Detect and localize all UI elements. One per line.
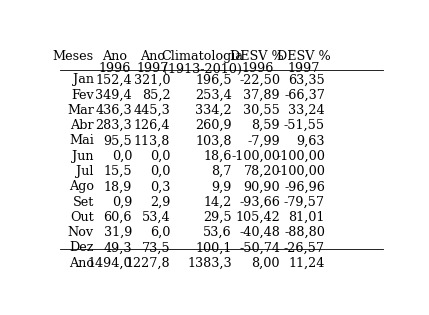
Text: Ano: Ano [69,257,94,270]
Text: 18,9: 18,9 [104,180,132,193]
Text: 196,5: 196,5 [195,73,232,86]
Text: 260,9: 260,9 [195,119,232,132]
Text: -7,99: -7,99 [247,135,280,147]
Text: 8,7: 8,7 [211,165,232,178]
Text: 9,9: 9,9 [211,180,232,193]
Text: 445,3: 445,3 [133,104,170,117]
Text: 0,9: 0,9 [112,196,132,209]
Text: -79,57: -79,57 [284,196,325,209]
Text: 334,2: 334,2 [195,104,232,117]
Text: 33,24: 33,24 [288,104,325,117]
Text: 18,6: 18,6 [203,150,232,163]
Text: 30,55: 30,55 [243,104,280,117]
Text: 95,5: 95,5 [103,135,132,147]
Text: 0,0: 0,0 [112,150,132,163]
Text: (1913-2010): (1913-2010) [163,62,242,76]
Text: 126,4: 126,4 [134,119,170,132]
Text: 1997: 1997 [287,62,320,76]
Text: DESV %: DESV % [230,50,284,63]
Text: 73,5: 73,5 [142,241,170,255]
Text: -100,00: -100,00 [276,150,325,163]
Text: -51,55: -51,55 [284,119,325,132]
Text: 90,90: 90,90 [243,180,280,193]
Text: Abr: Abr [70,119,94,132]
Text: 1227,8: 1227,8 [126,257,170,270]
Text: Nov: Nov [68,226,94,239]
Text: 152,4: 152,4 [96,73,132,86]
Text: -88,80: -88,80 [284,226,325,239]
Text: Jul: Jul [76,165,94,178]
Text: Mar: Mar [67,104,94,117]
Text: 436,3: 436,3 [96,104,132,117]
Text: 53,6: 53,6 [203,226,232,239]
Text: -93,66: -93,66 [239,196,280,209]
Text: 85,2: 85,2 [142,89,170,102]
Text: 9,63: 9,63 [296,135,325,147]
Text: 0,0: 0,0 [150,150,170,163]
Text: 11,24: 11,24 [289,257,325,270]
Text: 8,59: 8,59 [251,119,280,132]
Text: 283,3: 283,3 [96,119,132,132]
Text: 1494,0: 1494,0 [88,257,132,270]
Text: -96,96: -96,96 [284,180,325,193]
Text: -26,57: -26,57 [284,241,325,255]
Text: -40,48: -40,48 [239,226,280,239]
Text: 8,00: 8,00 [251,257,280,270]
Text: -100,00: -100,00 [276,165,325,178]
Text: 1383,3: 1383,3 [187,257,232,270]
Text: Ano: Ano [140,50,165,63]
Text: Mai: Mai [69,135,94,147]
Text: Ano: Ano [102,50,127,63]
Text: 349,4: 349,4 [96,89,132,102]
Text: 53,4: 53,4 [142,211,170,224]
Text: 105,42: 105,42 [235,211,280,224]
Text: Fev: Fev [71,89,94,102]
Text: Out: Out [70,211,94,224]
Text: 2,9: 2,9 [150,196,170,209]
Text: 49,3: 49,3 [103,241,132,255]
Text: -100,00: -100,00 [231,150,280,163]
Text: 78,20: 78,20 [243,165,280,178]
Text: 63,35: 63,35 [288,73,325,86]
Text: Meses: Meses [53,50,94,63]
Text: Dez: Dez [69,241,94,255]
Text: 15,5: 15,5 [103,165,132,178]
Text: 113,8: 113,8 [134,135,170,147]
Text: 321,0: 321,0 [134,73,170,86]
Text: 1997: 1997 [136,62,169,76]
Text: 1996: 1996 [98,62,130,76]
Text: DESV %: DESV % [277,50,331,63]
Text: Jun: Jun [73,150,94,163]
Text: 1996: 1996 [241,62,273,76]
Text: 103,8: 103,8 [195,135,232,147]
Text: 29,5: 29,5 [203,211,232,224]
Text: Ago: Ago [69,180,94,193]
Text: 6,0: 6,0 [150,226,170,239]
Text: Set: Set [73,196,94,209]
Text: -66,37: -66,37 [284,89,325,102]
Text: -22,50: -22,50 [239,73,280,86]
Text: 100,1: 100,1 [196,241,232,255]
Text: 31,9: 31,9 [104,226,132,239]
Text: Jan: Jan [73,73,94,86]
Text: 253,4: 253,4 [195,89,232,102]
Text: 37,89: 37,89 [243,89,280,102]
Text: Climatologia: Climatologia [161,50,243,63]
Text: -50,74: -50,74 [239,241,280,255]
Text: 60,6: 60,6 [103,211,132,224]
Text: 0,3: 0,3 [150,180,170,193]
Text: 0,0: 0,0 [150,165,170,178]
Text: 81,01: 81,01 [289,211,325,224]
Text: 14,2: 14,2 [203,196,232,209]
